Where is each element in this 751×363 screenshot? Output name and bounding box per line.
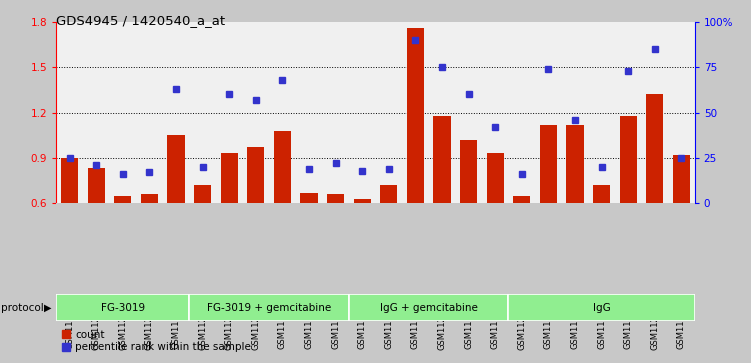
Bar	[274, 131, 291, 203]
Bar	[61, 158, 78, 203]
Bar	[167, 135, 185, 203]
Bar	[433, 115, 451, 203]
Text: GDS4945 / 1420540_a_at: GDS4945 / 1420540_a_at	[56, 15, 225, 28]
Bar	[673, 155, 690, 203]
Bar	[327, 194, 344, 203]
Bar	[513, 196, 530, 203]
Bar	[140, 194, 158, 203]
Bar	[114, 196, 131, 203]
Text: ▶: ▶	[44, 303, 51, 313]
Bar	[508, 294, 695, 321]
Bar	[380, 185, 397, 203]
Text: IgG: IgG	[593, 303, 611, 313]
Bar	[566, 125, 584, 203]
Bar	[646, 94, 663, 203]
Bar	[194, 185, 211, 203]
Text: IgG + gemcitabine: IgG + gemcitabine	[380, 303, 478, 313]
Bar	[407, 28, 424, 203]
Bar	[300, 193, 318, 203]
Text: FG-3019 + gemcitabine: FG-3019 + gemcitabine	[207, 303, 331, 313]
Legend: count, percentile rank within the sample: count, percentile rank within the sample	[62, 330, 251, 352]
Text: protocol: protocol	[1, 303, 44, 313]
Bar	[221, 153, 238, 203]
Bar	[460, 140, 477, 203]
Bar	[88, 168, 105, 203]
Bar	[349, 294, 508, 321]
Bar	[593, 185, 611, 203]
Bar	[189, 294, 349, 321]
Bar	[56, 294, 189, 321]
Bar	[487, 153, 504, 203]
Bar	[247, 147, 264, 203]
Bar	[620, 115, 637, 203]
Text: FG-3019: FG-3019	[101, 303, 145, 313]
Bar	[540, 125, 557, 203]
Bar	[354, 199, 371, 203]
